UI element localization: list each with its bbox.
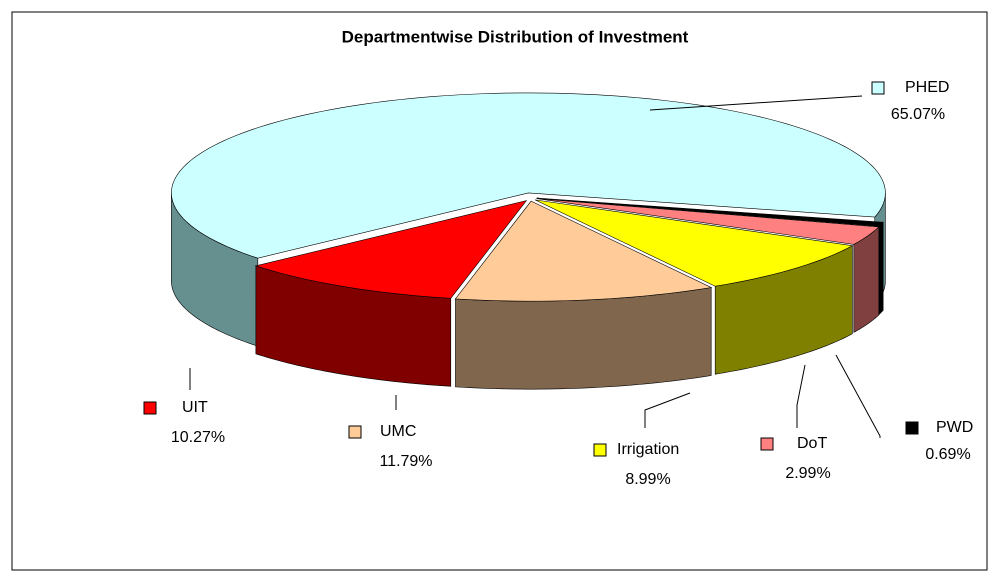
slice-value-label: 0.69% bbox=[925, 446, 970, 463]
chart-title: Departmentwise Distribution of Investmen… bbox=[342, 27, 689, 46]
leader-line bbox=[835, 354, 881, 438]
slice-top bbox=[254, 200, 528, 299]
slice-name: UMC bbox=[380, 423, 416, 440]
legend-marker bbox=[348, 425, 362, 439]
leader-line bbox=[796, 364, 806, 428]
slice-side bbox=[853, 226, 880, 333]
slice-value-label: 2.99% bbox=[785, 465, 830, 482]
slice-name: Irrigation bbox=[617, 441, 679, 458]
slice-name: PWD bbox=[936, 419, 973, 436]
slice-value-label: 11.79% bbox=[379, 453, 432, 470]
slice-top bbox=[454, 200, 713, 302]
slice-name: DoT bbox=[797, 435, 827, 452]
slice-side bbox=[455, 287, 712, 390]
leader-line bbox=[644, 392, 691, 428]
slice-value-label: 10.27% bbox=[171, 429, 225, 446]
slice-value-label: 8.99% bbox=[625, 471, 670, 488]
slice-name: PHED bbox=[905, 79, 949, 96]
slice-top bbox=[534, 199, 854, 287]
slice-top bbox=[171, 92, 886, 259]
legend-marker bbox=[593, 443, 607, 457]
legend-marker bbox=[143, 401, 157, 415]
leader-line bbox=[649, 95, 863, 111]
slice-top bbox=[536, 198, 880, 245]
legend-marker bbox=[871, 81, 885, 95]
slice-side bbox=[878, 221, 884, 316]
slice-name: UIT bbox=[182, 399, 208, 416]
legend-marker bbox=[760, 437, 774, 451]
legend-marker bbox=[905, 421, 919, 435]
slice-value-label: 65.07% bbox=[891, 106, 945, 123]
